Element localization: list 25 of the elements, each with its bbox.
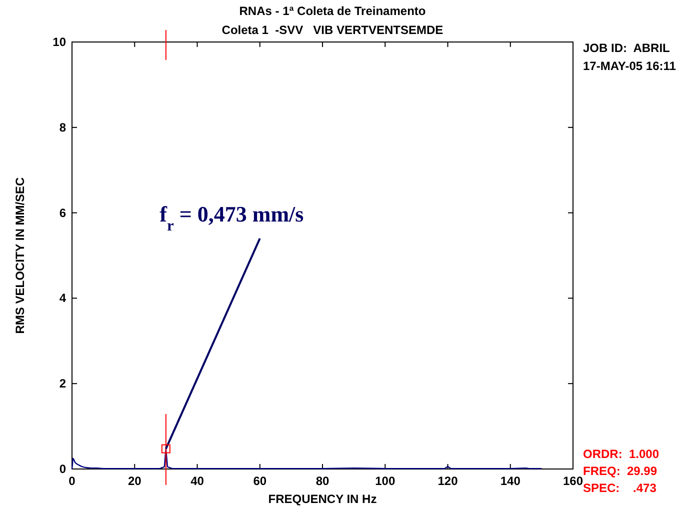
chart-subtitle: Coleta 1 -SVV VIB VERTVENTSEMDE [222, 23, 444, 37]
chart-title: RNAs - 1ª Coleta de Treinamento [239, 4, 426, 18]
y-tick-label: 6 [59, 206, 66, 220]
y-tick-label: 2 [59, 376, 66, 391]
x-tick-label: 60 [253, 474, 267, 488]
x-tick-label: 120 [438, 474, 458, 488]
text: SPEC: .473 [583, 481, 657, 495]
y-tick-label: 0 [59, 462, 66, 476]
x-tick-label: 140 [500, 474, 521, 488]
x-tick-label: 160 [562, 474, 584, 488]
x-tick-label: 80 [316, 474, 330, 488]
text: FREQ: 29.99 [583, 464, 658, 478]
annotation: f$_{r}$ = 0,473 mm/s [160, 201, 304, 234]
y-tick-label: 4 [59, 291, 66, 306]
x-tick-label: 0 [68, 474, 76, 488]
text: JOB ID: ABRIL [583, 41, 670, 55]
x-tick-label: 20 [128, 474, 142, 488]
x-tick-label: 100 [375, 474, 396, 488]
x-axis-title: FREQUENCY IN Hz [268, 492, 377, 506]
y-tick-label: 10 [52, 35, 66, 49]
y-tick-label: 8 [59, 120, 66, 134]
y-axis-title: RMS VELOCITY IN MM/SEC [13, 176, 27, 334]
text: ORDR: 1.000 [583, 447, 660, 461]
x-tick-label: 40 [190, 474, 204, 488]
text: 17-MAY-05 16:11 [583, 59, 676, 73]
